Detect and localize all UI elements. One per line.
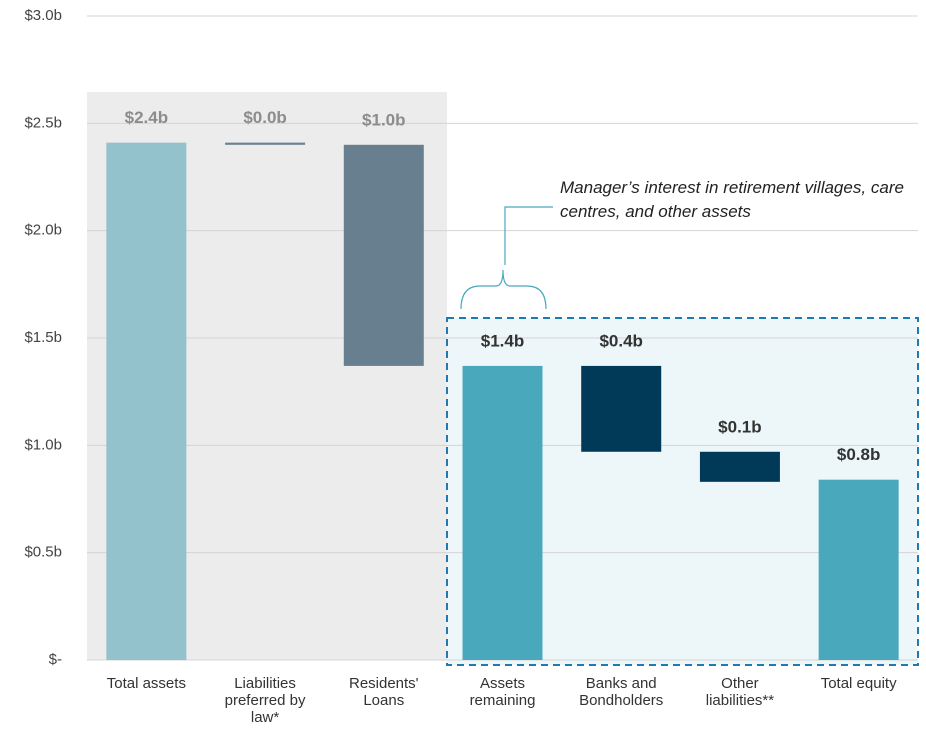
bar xyxy=(343,144,424,366)
value-label: $0.8b xyxy=(837,445,880,464)
annotation: Manager’s interest in retirement village… xyxy=(560,178,904,221)
value-label: $1.4b xyxy=(481,331,524,350)
bar xyxy=(462,365,543,660)
bar xyxy=(581,365,662,452)
y-tick-label: $1.5b xyxy=(24,329,62,346)
y-tick-label: $2.0b xyxy=(24,222,62,239)
x-tick-label: Banks and Bondholders xyxy=(579,675,664,709)
value-label: $0.0b xyxy=(243,108,286,127)
bar xyxy=(225,142,306,145)
x-tick-label: Residents' Loans xyxy=(348,675,419,709)
x-tick-label: Other liabilities** xyxy=(705,675,775,709)
bar xyxy=(818,479,899,660)
y-tick-label: $1.0b xyxy=(24,436,62,453)
value-label: $0.4b xyxy=(599,331,642,350)
bar xyxy=(699,451,780,482)
y-tick-label: $3.0b xyxy=(24,7,62,24)
x-tick-label: Total assets xyxy=(106,675,186,692)
value-label: $0.1b xyxy=(718,417,761,436)
y-tick-label: $- xyxy=(49,651,62,668)
bar xyxy=(106,142,187,661)
y-tick-label: $0.5b xyxy=(24,544,62,561)
x-tick-label: Assets remaining xyxy=(469,675,536,709)
value-label: $1.0b xyxy=(362,110,405,129)
x-tick-label: Total equity xyxy=(820,675,897,692)
x-tick-label: Liabilities preferred by law* xyxy=(224,675,306,726)
y-tick-label: $2.5b xyxy=(24,114,62,131)
bracket xyxy=(460,206,553,310)
value-label: $2.4b xyxy=(125,108,168,127)
